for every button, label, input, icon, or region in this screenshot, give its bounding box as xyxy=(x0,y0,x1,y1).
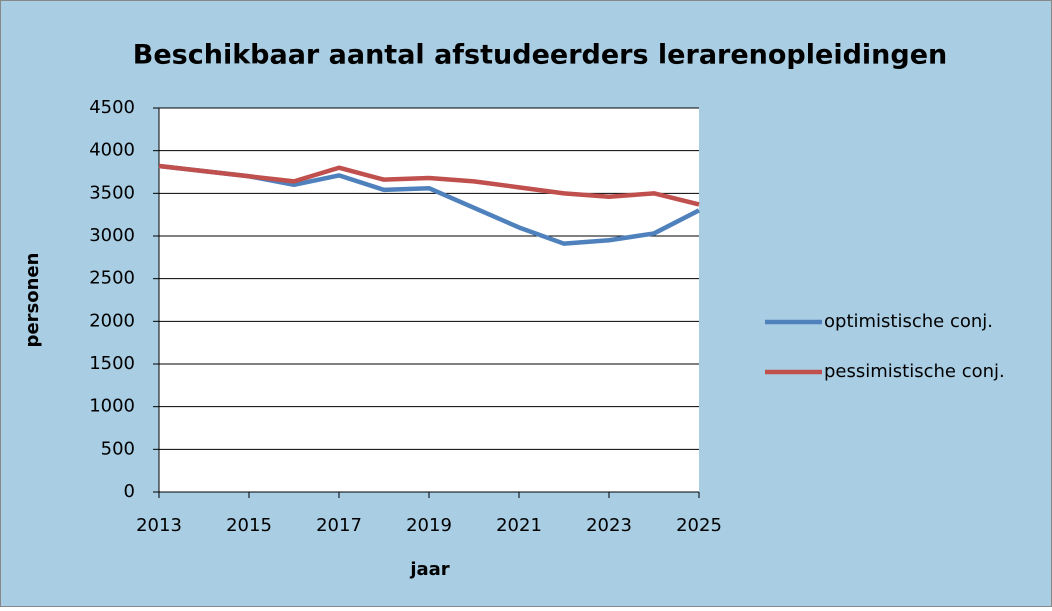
y-tick-label: 2500 xyxy=(89,268,135,289)
legend-label: optimistische conj. xyxy=(824,311,993,332)
y-tick-label: 500 xyxy=(101,438,135,459)
x-tick-label: 2023 xyxy=(586,515,632,536)
y-tick-label: 1500 xyxy=(89,353,135,374)
series-line xyxy=(158,163,700,207)
y-tick-label: 3500 xyxy=(89,182,135,203)
y-axis-label: personen xyxy=(22,253,43,348)
y-tick-label: 2000 xyxy=(89,310,135,331)
y-tick-label: 4500 xyxy=(89,97,135,118)
x-tick-label: 2017 xyxy=(316,515,362,536)
x-tick-label: 2019 xyxy=(406,515,452,536)
legend-label: pessimistische conj. xyxy=(824,361,1005,382)
x-tick-label: 2025 xyxy=(676,515,722,536)
y-tick-label: 3000 xyxy=(89,225,135,246)
x-axis-label: jaar xyxy=(409,559,449,580)
y-tick-label: 0 xyxy=(124,481,135,502)
x-tick-label: 2015 xyxy=(226,515,272,536)
x-tick-label: 2013 xyxy=(136,515,182,536)
y-tick-label: 4000 xyxy=(89,140,135,161)
x-tick-label: 2021 xyxy=(496,515,542,536)
chart-title: Beschikbaar aantal afstudeerders leraren… xyxy=(133,40,948,71)
plot-area xyxy=(159,108,699,492)
y-tick-label: 1000 xyxy=(89,396,135,417)
